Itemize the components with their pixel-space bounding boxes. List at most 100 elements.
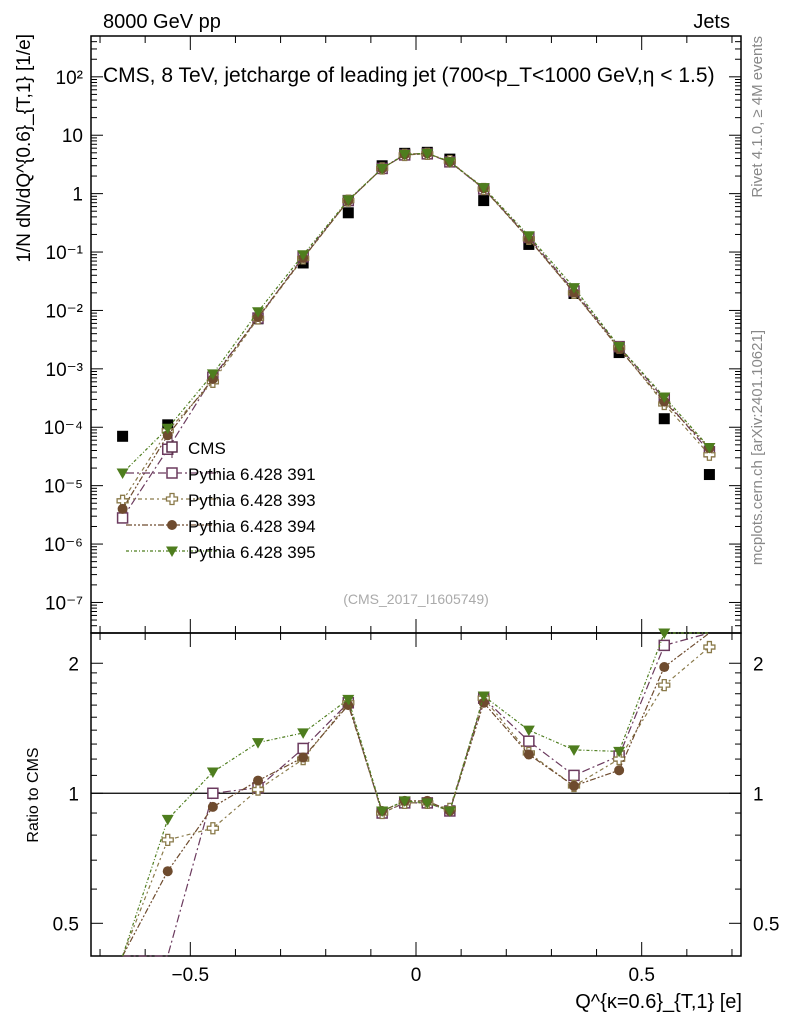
ratio-ytick-label-right: 0.5 xyxy=(753,914,779,935)
point-p391 xyxy=(116,512,129,524)
ratio-point-p393 xyxy=(703,640,716,654)
point-cms xyxy=(342,207,354,219)
legend-label: Pythia 6.428 394 xyxy=(188,517,316,536)
point-p395 xyxy=(658,392,671,403)
rivet-label: Rivet 4.1.0, ≥ 4M events xyxy=(749,36,766,198)
point-cms xyxy=(117,430,129,442)
main-ytick-label: 10⁻³ xyxy=(46,360,84,381)
legend-marker-p393 xyxy=(165,492,179,506)
point-p395 xyxy=(342,195,355,206)
header-right: Jets xyxy=(693,11,730,33)
ratio-point-p395 xyxy=(613,746,626,758)
ratio-line-p395 xyxy=(122,632,710,957)
main-ytick-label: 10⁻² xyxy=(46,301,84,322)
ratio-panel-frame xyxy=(90,632,742,957)
legend-marker-p391 xyxy=(166,467,178,479)
main-ytick-label: 10⁻⁴ xyxy=(44,418,83,439)
point-cms xyxy=(658,413,670,425)
point-p395 xyxy=(297,250,310,261)
legend-marker-p394 xyxy=(167,520,177,530)
ratio-point-p394 xyxy=(207,801,218,812)
ratio-line-p394 xyxy=(122,632,710,957)
ratio-point-p394 xyxy=(523,749,534,760)
point-cms xyxy=(703,469,715,481)
main-ytick-label: 10⁻⁷ xyxy=(45,593,83,614)
plot-title-text: CMS, 8 TeV, jetcharge of leading jet (70… xyxy=(103,64,715,87)
ratio-point-p395 xyxy=(161,814,174,826)
point-p395 xyxy=(522,231,535,242)
point-p395 xyxy=(252,307,265,318)
ratio-line-p393 xyxy=(122,646,710,957)
point-p395 xyxy=(376,163,389,175)
point-p393 xyxy=(703,448,716,461)
point-p395 xyxy=(567,283,580,294)
point-p395 xyxy=(443,157,456,168)
legend-item-p395: Pythia 6.428 395 xyxy=(126,543,316,562)
main-ytick-label: 10⁻⁶ xyxy=(44,535,83,556)
ratio-point-p394 xyxy=(614,765,625,776)
series-line-p394 xyxy=(122,152,710,510)
ratio-point-p395 xyxy=(376,806,389,817)
ratio-series-p395 xyxy=(122,628,710,957)
point-p395 xyxy=(116,468,129,479)
ratio-point-p394 xyxy=(298,752,309,763)
ratio-line-p391 xyxy=(122,632,710,957)
ratio-xtick-label: 0 xyxy=(411,965,422,986)
legend-label: Pythia 6.428 391 xyxy=(188,465,316,484)
ratio-point-p393 xyxy=(206,822,220,835)
ratio-point-p393 xyxy=(251,783,265,796)
main-series-group xyxy=(116,146,716,524)
ratio-point-p395 xyxy=(477,691,490,702)
point-p394 xyxy=(117,503,128,514)
main-ytick-label: 10⁻⁵ xyxy=(44,477,83,498)
analysis-id: (CMS_2017_I1605749) xyxy=(343,591,489,607)
legend-marker-p395 xyxy=(166,546,178,557)
series-p395 xyxy=(116,148,716,479)
point-p395 xyxy=(421,148,434,160)
main-ytick-label: 10 xyxy=(62,126,83,147)
ratio-point-p395 xyxy=(206,767,219,779)
series-p394 xyxy=(117,148,715,514)
legend-item-p394: Pythia 6.428 394 xyxy=(126,517,316,536)
point-cms xyxy=(478,195,490,207)
legend-marker-cms xyxy=(166,441,178,453)
ratio-point-p395 xyxy=(443,806,456,817)
ratio-ytick-label: 2 xyxy=(68,654,79,675)
point-p395 xyxy=(703,443,716,454)
header-left: 8000 GeV pp xyxy=(103,11,221,33)
series-line-p391 xyxy=(122,153,710,519)
ratio-point-p395 xyxy=(567,745,580,756)
ratio-point-p395 xyxy=(252,738,265,749)
ratio-ytick-label-right: 2 xyxy=(753,654,764,675)
ratio-point-p395 xyxy=(297,728,310,739)
ratio-point-p393 xyxy=(658,678,671,692)
ratio-point-p393 xyxy=(161,833,174,847)
point-p394 xyxy=(162,430,173,441)
ratio-xtick-label: −0.5 xyxy=(172,965,210,986)
main-ylabel: 1/N dN/dQ^{0.6}_{T,1} [1/e] xyxy=(14,34,35,263)
legend-item-cms: CMS xyxy=(166,436,226,458)
series-line-p393 xyxy=(122,153,710,502)
ratio-ytick-label-right: 1 xyxy=(753,784,764,805)
point-p395 xyxy=(477,183,490,194)
ratio-ytick-label: 1 xyxy=(68,784,79,805)
ratio-point-p391 xyxy=(297,742,309,755)
ratio-point-p391 xyxy=(568,769,580,782)
point-p395 xyxy=(398,149,411,161)
plot-title: CMS, 8 TeV, jetcharge of leading jet (70… xyxy=(103,64,715,87)
mcplots-label: mcplots.cern.ch [arXiv:2401.10621] xyxy=(749,330,766,565)
ratio-axis-ticks: 0.5 0.5 1 1 2 2 −0.5 0 0.5 xyxy=(53,633,779,986)
ratio-point-p395 xyxy=(658,628,671,639)
main-ytick-label: 1 xyxy=(72,185,83,206)
legend-label: CMS xyxy=(188,439,226,458)
ratio-point-p391 xyxy=(523,735,535,747)
point-p395 xyxy=(206,369,219,380)
ratio-ytick-label: 0.5 xyxy=(53,914,79,935)
ratio-point-p395 xyxy=(342,694,355,706)
legend-label: Pythia 6.428 393 xyxy=(188,491,316,510)
ratio-point-p395 xyxy=(398,796,411,807)
ratio-point-p394 xyxy=(253,775,264,786)
legend: CMS Pythia 6.428 391 Pythia 6.428 393 Pythi… xyxy=(126,436,316,562)
ratio-series-group xyxy=(122,628,716,957)
ratio-point-p394 xyxy=(162,866,173,877)
